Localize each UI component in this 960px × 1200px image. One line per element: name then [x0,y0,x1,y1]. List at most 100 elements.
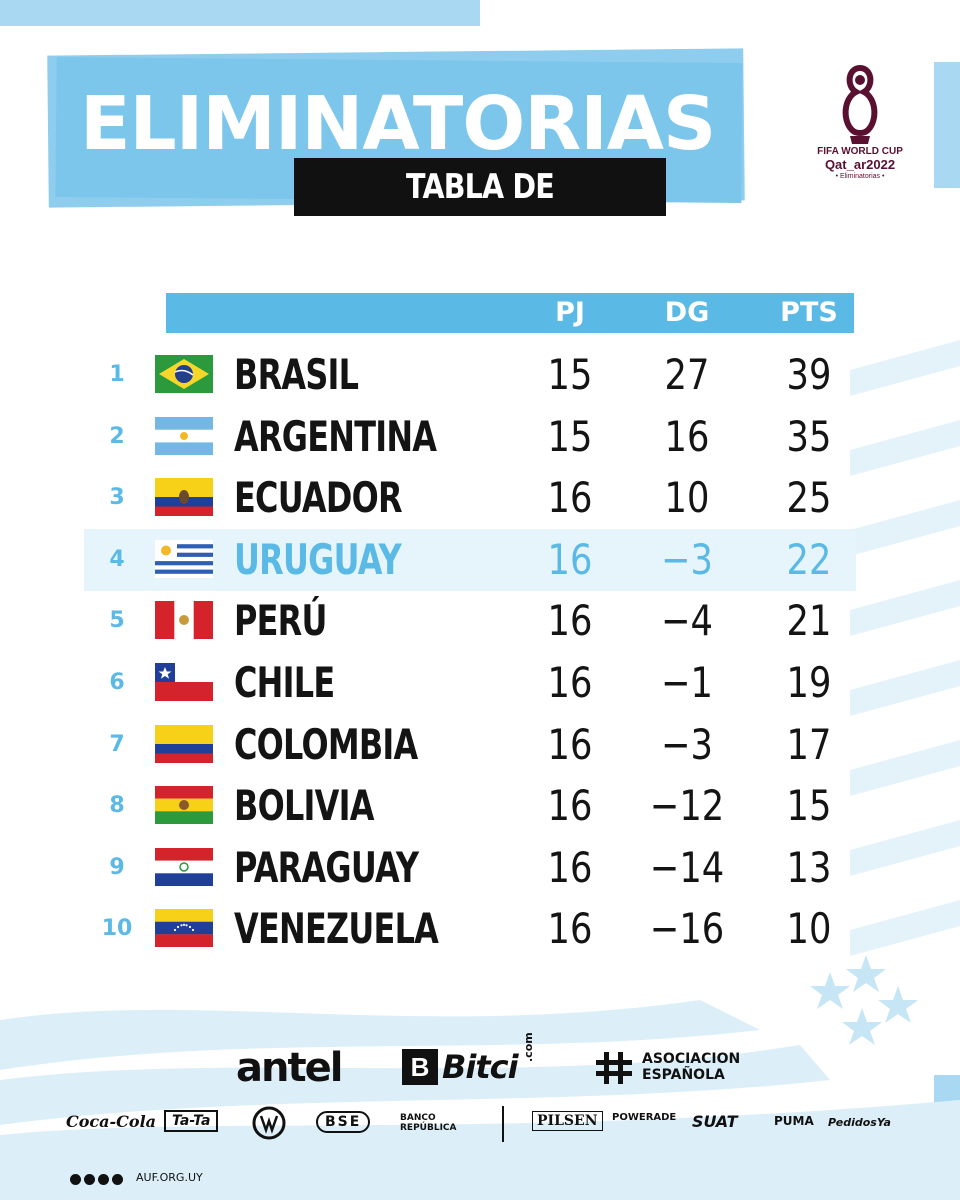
row-pts: 13 [786,842,832,892]
sponsor-banco-republica: BANCO REPÚBLICA [400,1113,457,1133]
instagram-icon[interactable] [112,1174,123,1185]
ecuador-flag-icon [155,478,213,517]
social-icons [70,1172,126,1186]
row-pj: 16 [547,781,593,831]
row-pj: 16 [547,596,593,646]
row-team-name: ARGENTINA [234,411,437,461]
row-pts: 19 [786,658,832,707]
decorative-stripes [850,340,960,956]
row-dg: −3 [660,534,714,584]
row-pj: 15 [547,411,593,461]
table-row: 7 COLOMBIA 16 −3 17 [84,714,856,776]
table-row: 3 ECUADOR 16 10 25 [84,467,856,529]
sponsor-coca-cola: Coca-Cola [66,1112,157,1131]
row-team-name: COLOMBIA [234,719,418,769]
row-pj: 16 [547,904,593,954]
row-rank: 10 [101,916,133,942]
sponsor-puma: PUMA [774,1114,814,1128]
paraguay-flag-icon [155,847,213,886]
sponsor-bitci-suffix: .com [522,1032,535,1062]
argentina-flag-icon [155,416,213,455]
world-cup-emblem-icon [842,64,878,144]
row-team-name: VENEZUELA [234,904,439,954]
row-pj: 16 [547,658,593,707]
row-pts: 15 [786,781,832,831]
row-dg: −16 [649,904,725,954]
row-pts: 10 [786,904,832,954]
row-dg: −4 [660,596,714,646]
uruguay-flag-icon [155,539,213,578]
row-rank: 3 [109,485,125,511]
logo-line-1: FIFA WORLD CUP [817,146,903,157]
row-dg: −3 [660,719,714,769]
row-team-name: PARAGUAY [234,842,419,892]
footer-url[interactable]: AUF.ORG.UY [136,1171,203,1184]
row-pj: 16 [547,719,593,769]
youtube-icon[interactable] [98,1174,109,1185]
row-dg: 16 [664,411,710,461]
peru-flag-icon [155,601,213,640]
sponsor-espanola: ESPAÑOLA [642,1067,725,1083]
chile-flag-icon [155,663,213,701]
table-row: 2 ARGENTINA 15 16 35 [84,406,856,468]
row-pj: 16 [547,842,593,892]
world-cup-logo: FIFA WORLD CUP Qat_ar2022 • Eliminatoria… [810,64,910,194]
row-dg: −14 [649,842,725,892]
sponsor-antel: antel [236,1045,343,1091]
sponsor-ta-ta: Ta-Ta [164,1110,219,1132]
row-rank: 1 [109,362,125,387]
sponsor-bitci: Bitci [442,1048,519,1086]
asociacion-espanola-icon [596,1052,632,1084]
row-pj: 15 [547,350,593,399]
row-pts: 22 [786,534,832,584]
colombia-flag-icon [155,724,213,763]
row-pts: 17 [786,719,832,769]
logo-line-3: • Eliminatorias • [835,173,885,180]
table-row: 6 CHILE 16 −1 19 [84,652,856,714]
venezuela-flag-icon [155,909,213,948]
sponsor-suat: SUAT [692,1112,738,1131]
column-header-dg: DG [664,297,710,328]
table-header [166,293,854,333]
row-rank: 7 [109,731,125,757]
row-dg: 27 [664,350,710,399]
logo-line-2: Qat_ar2022 [824,157,896,172]
row-rank: 5 [109,608,125,634]
twitter-icon[interactable] [84,1174,95,1185]
column-header-pts: PTS [780,297,838,328]
table-row: 9 PARAGUAY 16 −14 13 [84,837,856,899]
row-rank: 8 [109,793,125,819]
row-rank: 6 [109,670,125,695]
row-rank: 2 [109,423,125,449]
row-pj: 16 [547,534,593,584]
row-team-name: CHILE [234,658,335,707]
table-row: 8 BOLIVIA 16 −12 15 [84,775,856,837]
row-pj: 16 [547,473,593,523]
table-row: 5 PERÚ 16 −4 21 [84,590,856,652]
sponsor-asociacion: ASOCIACION [642,1051,741,1067]
row-pts: 35 [786,411,832,461]
row-rank: 9 [109,854,125,880]
row-team-name: URUGUAY [234,534,402,584]
row-pts: 39 [786,350,832,399]
row-pts: 21 [786,596,832,646]
volkswagen-logo-icon [252,1106,286,1140]
row-pts: 25 [786,473,832,523]
decorative-right-bar [934,62,960,188]
row-team-name: ECUADOR [234,473,403,523]
bolivia-flag-icon [155,786,213,825]
facebook-icon[interactable] [70,1174,81,1185]
row-team-name: BRASIL [234,350,359,399]
sponsor-pedidosya: PedidosYa [828,1116,891,1129]
table-row: 4 URUGUAY 16 −3 22 [84,528,856,591]
page-subtitle: TABLA DE POSICIONES [386,167,575,265]
decorative-top-band [0,0,480,26]
row-team-name: BOLIVIA [234,781,374,831]
subtitle-box [294,158,666,216]
sponsor-powerade: POWERADE [612,1112,677,1123]
row-dg: −1 [660,658,714,707]
table-row: 10 VENEZUELA 16 −16 10 [84,898,856,960]
page-title: ELIMINATORIAS [80,81,716,167]
sponsor-divider [502,1106,504,1142]
bitci-logo-icon: B [402,1049,438,1085]
